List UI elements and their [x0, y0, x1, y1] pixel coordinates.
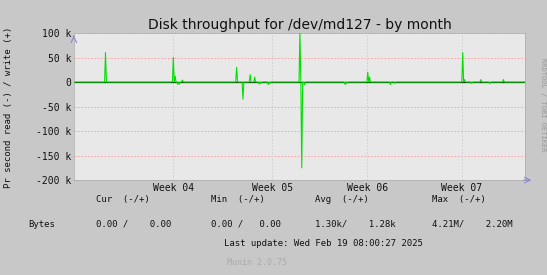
Text: Max  (-/+): Max (-/+)	[432, 195, 486, 204]
Text: Avg  (-/+): Avg (-/+)	[315, 195, 368, 204]
Title: Disk throughput for /dev/md127 - by month: Disk throughput for /dev/md127 - by mont…	[148, 18, 451, 32]
Text: Cur  (-/+): Cur (-/+)	[96, 195, 149, 204]
Text: 0.00 /    0.00: 0.00 / 0.00	[96, 220, 171, 229]
Text: 1.30k/    1.28k: 1.30k/ 1.28k	[315, 220, 395, 229]
Text: 4.21M/    2.20M: 4.21M/ 2.20M	[432, 220, 513, 229]
Text: RRDTOOL / TOBI OETIKER: RRDTOOL / TOBI OETIKER	[540, 58, 546, 151]
Text: Pr second read (-) / write (+): Pr second read (-) / write (+)	[4, 27, 13, 188]
Text: Bytes: Bytes	[28, 220, 55, 229]
Text: Last update: Wed Feb 19 08:00:27 2025: Last update: Wed Feb 19 08:00:27 2025	[224, 239, 423, 248]
Text: Min  (-/+): Min (-/+)	[211, 195, 264, 204]
Text: Munin 2.0.75: Munin 2.0.75	[227, 258, 287, 267]
Text: 0.00 /   0.00: 0.00 / 0.00	[211, 220, 281, 229]
